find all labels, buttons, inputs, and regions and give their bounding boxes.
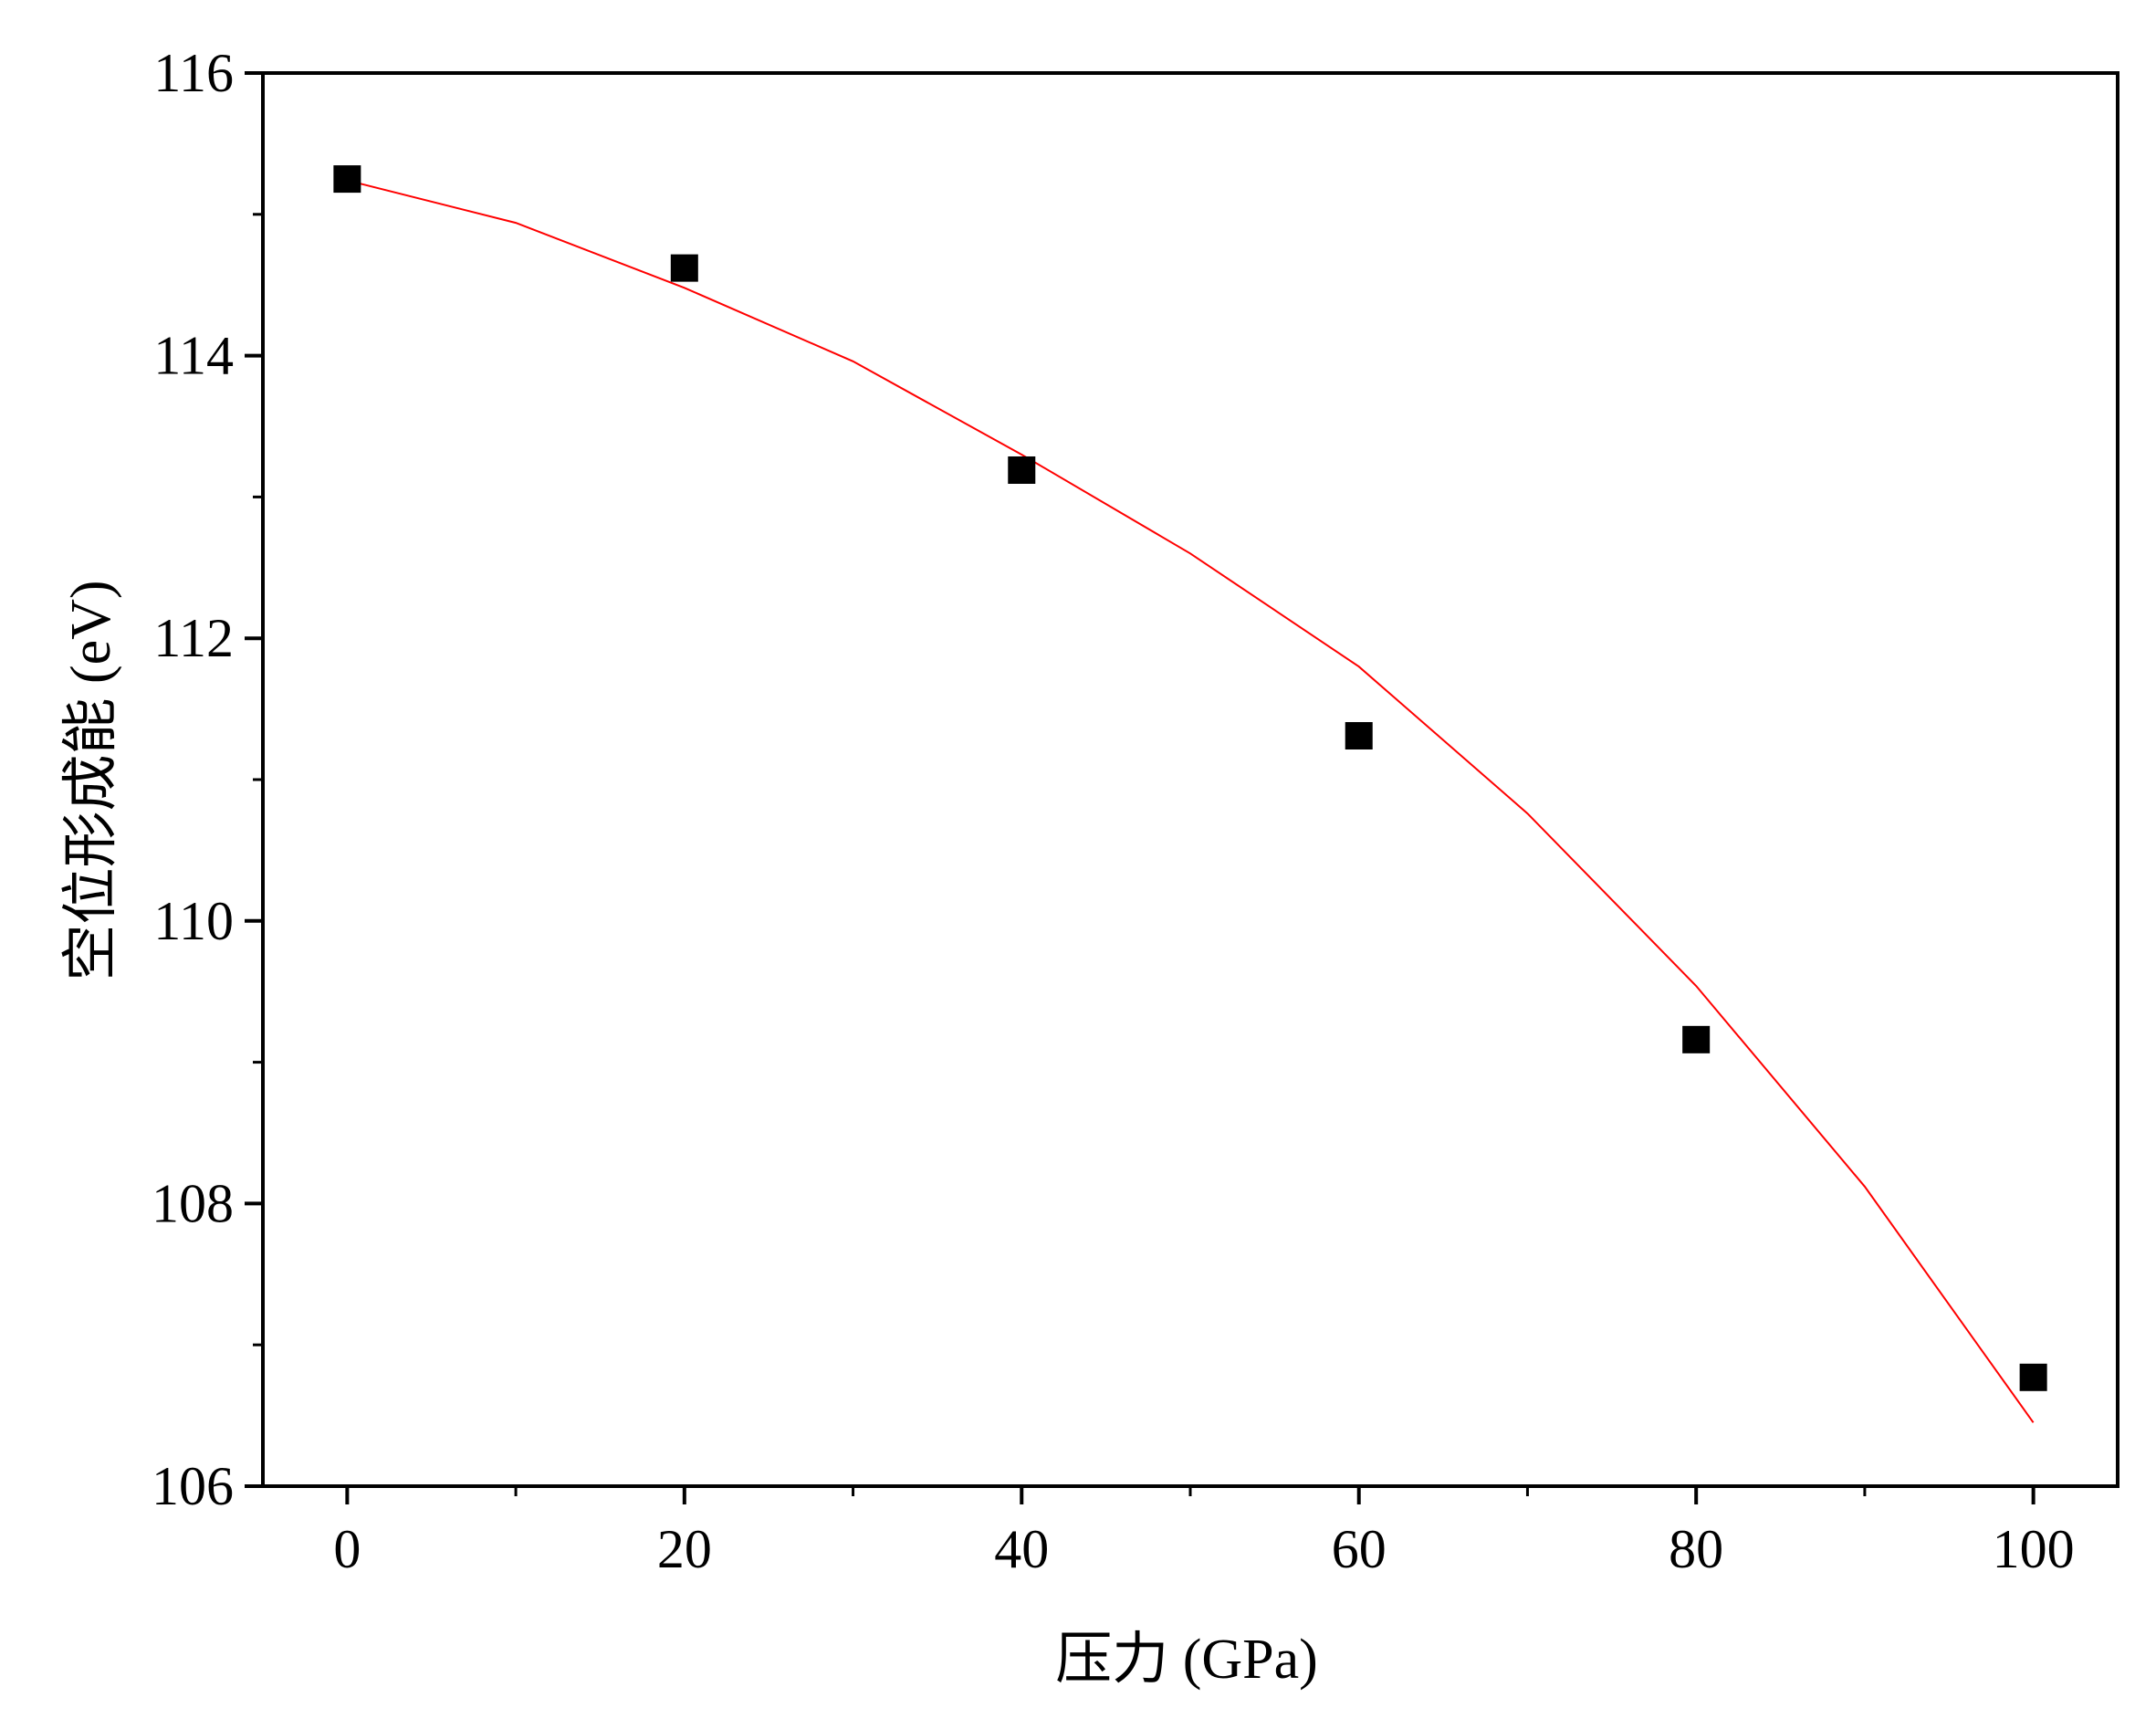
x-tick-label: 20	[657, 1519, 712, 1579]
y-tick-label: 114	[153, 326, 234, 386]
data-point	[1345, 722, 1373, 750]
plot-frame	[261, 71, 2119, 1488]
y-tick-label: 108	[152, 1173, 234, 1233]
data-point	[1008, 456, 1036, 484]
data-point	[2019, 1363, 2047, 1391]
y-axis-title: 空位形成能 (eV)	[60, 580, 122, 980]
y-tick-label: 110	[153, 891, 234, 951]
data-point	[670, 254, 698, 282]
y-tick-label: 116	[153, 43, 234, 103]
x-tick-label: 40	[994, 1519, 1049, 1579]
data-point	[1682, 1025, 1711, 1053]
y-tick-label: 106	[152, 1456, 234, 1516]
y-tick-label: 112	[153, 608, 234, 668]
data-point	[333, 165, 361, 194]
x-tick-label: 60	[1332, 1519, 1387, 1579]
plot-area: 0 20 40 60 80 100 106 108 110 112 114 116	[152, 43, 2119, 1579]
x-tick-label: 0	[333, 1519, 361, 1579]
fit-curve	[347, 179, 2035, 1423]
x-axis-title: 压力 (GPa)	[1055, 1629, 1318, 1691]
x-tick-label: 80	[1669, 1519, 1723, 1579]
x-tick-label: 100	[1993, 1519, 2075, 1579]
